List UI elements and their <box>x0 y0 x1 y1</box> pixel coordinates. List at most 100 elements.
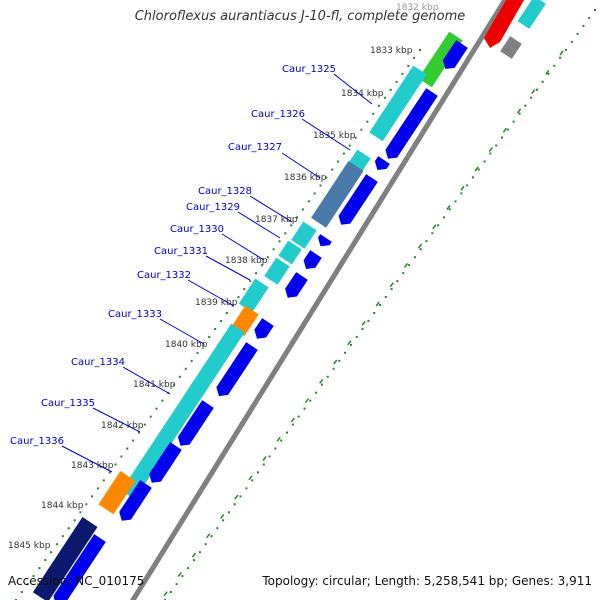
gene-label: Caur_1336 <box>10 436 64 447</box>
gene-leader-line <box>205 255 251 281</box>
outer-tick-dot <box>257 471 259 474</box>
outer-tick-dot <box>547 72 550 75</box>
gene-label: Caur_1334 <box>71 357 125 368</box>
kbp-tick-dot <box>260 264 263 267</box>
outer-tick-dash <box>234 494 239 500</box>
kbp-tick-dot <box>278 240 281 243</box>
feature-cyan <box>291 221 317 249</box>
kbp-label: 1837 kbp <box>255 215 298 225</box>
outer-tick-dot <box>431 232 434 235</box>
outer-tick-dot <box>384 296 387 298</box>
outer-tick-dot <box>355 335 358 338</box>
kbp-tick-dot <box>108 471 111 474</box>
outer-tick-dot <box>367 319 370 322</box>
accession-text: Accession: NC_010175 <box>8 574 145 588</box>
cds-arrow <box>119 480 152 521</box>
outer-tick-dot <box>280 439 283 442</box>
outer-tick-dot <box>262 463 265 466</box>
kbp-tick-dot <box>196 351 199 354</box>
outer-tick-dot <box>518 112 521 115</box>
kbp-label: 1832 kbp <box>396 3 439 13</box>
outer-tick-dot <box>425 240 428 243</box>
kbp-tick-dot <box>284 232 287 235</box>
kbp-tick-dot <box>372 112 375 115</box>
gene-leader-line <box>122 366 171 395</box>
kbp-tick-dot <box>401 72 404 75</box>
outer-tick-dot <box>454 200 457 203</box>
outer-tick-dash <box>432 224 437 230</box>
kbp-tick-dot <box>301 208 304 211</box>
cds-arrow <box>385 88 438 159</box>
gene-label: Caur_1329 <box>186 202 240 213</box>
kbp-tick-dot <box>38 567 41 570</box>
outer-tick-dot <box>326 375 329 378</box>
kbp-tick-dot <box>32 575 35 578</box>
kbp-label: 1836 kbp <box>284 173 327 183</box>
kbp-tick-dot <box>307 200 310 203</box>
kbp-tick-dot <box>126 447 129 450</box>
kbp-tick-dot <box>20 591 23 593</box>
outer-tick-dot <box>564 48 567 51</box>
ring-layer <box>130 0 508 600</box>
kbp-tick-dot <box>208 336 211 338</box>
kbp-tick-dot <box>184 367 187 370</box>
outer-tick-dot <box>210 535 213 538</box>
outer-tick-dash <box>418 243 423 249</box>
outer-tick-dot <box>227 511 230 514</box>
kbp-tick-dot <box>149 415 152 418</box>
kbp-tick-dot <box>102 479 105 482</box>
outer-tick-dash <box>347 340 352 346</box>
kbp-tick-dot <box>114 463 117 466</box>
outer-tick-dot <box>349 343 352 346</box>
kbp-tick-dot <box>85 503 88 506</box>
outer-tick-dot <box>245 487 248 490</box>
labels-layer: 1832 kbp 1833 kbp 1834 kbp 1835 kbp 1836 kbp… <box>8 3 439 551</box>
kbp-tick-dot <box>79 511 82 514</box>
outer-tick-dash <box>361 320 366 326</box>
kbp-label: 1840 kbp <box>165 340 208 350</box>
kbp-tick-dot <box>331 168 334 171</box>
gene-label: Caur_1332 <box>137 270 191 281</box>
kbp-tick-dot <box>155 407 158 410</box>
outer-tick-dot <box>291 423 294 426</box>
outer-tick-dot <box>466 184 469 187</box>
outer-tick-dash <box>304 398 310 404</box>
outer-tick-dot <box>506 128 509 131</box>
feature-cyan <box>238 278 269 313</box>
kbp-tick-dot <box>132 439 135 442</box>
kbp-label: 1833 kbp <box>370 46 413 56</box>
outer-tick-dash <box>163 591 168 597</box>
outer-tick-dash <box>559 50 564 56</box>
kbp-tick-dot <box>296 216 298 219</box>
gene-leader-line <box>237 211 281 239</box>
outer-tick-dash <box>262 456 267 461</box>
outer-tick-dot <box>576 32 579 35</box>
feature-cyan <box>517 0 546 29</box>
kbp-tick-dot <box>348 144 351 147</box>
cds-arrow <box>53 534 106 600</box>
kbp-tick-dot <box>214 328 217 330</box>
kbp-tick-dot <box>120 455 123 458</box>
kbp-tick-dot <box>337 160 339 163</box>
feature-cyan <box>369 65 427 142</box>
outer-tick-dot <box>175 583 178 586</box>
kbp-label: 1838 kbp <box>225 256 268 266</box>
gene-leader-line <box>159 318 205 345</box>
outer-tick-dot <box>303 407 306 410</box>
gene-label: Caur_1328 <box>198 186 252 197</box>
kbp-tick-dot <box>255 272 258 275</box>
features-layer <box>32 0 546 600</box>
outer-tick-dot <box>553 64 556 67</box>
outer-tick-dash <box>319 378 324 384</box>
outer-tick-dot <box>239 495 242 498</box>
gene-label: Caur_1335 <box>41 398 95 409</box>
feature-green <box>418 31 463 88</box>
kbp-tick-dot <box>143 423 146 426</box>
cds-arrow <box>303 250 322 269</box>
kbp-tick-dot <box>319 184 322 187</box>
gene-label: Caur_1331 <box>154 246 208 257</box>
cds-arrow <box>177 400 214 446</box>
outer-tick-dash <box>488 147 493 153</box>
feature-steel <box>311 161 364 228</box>
